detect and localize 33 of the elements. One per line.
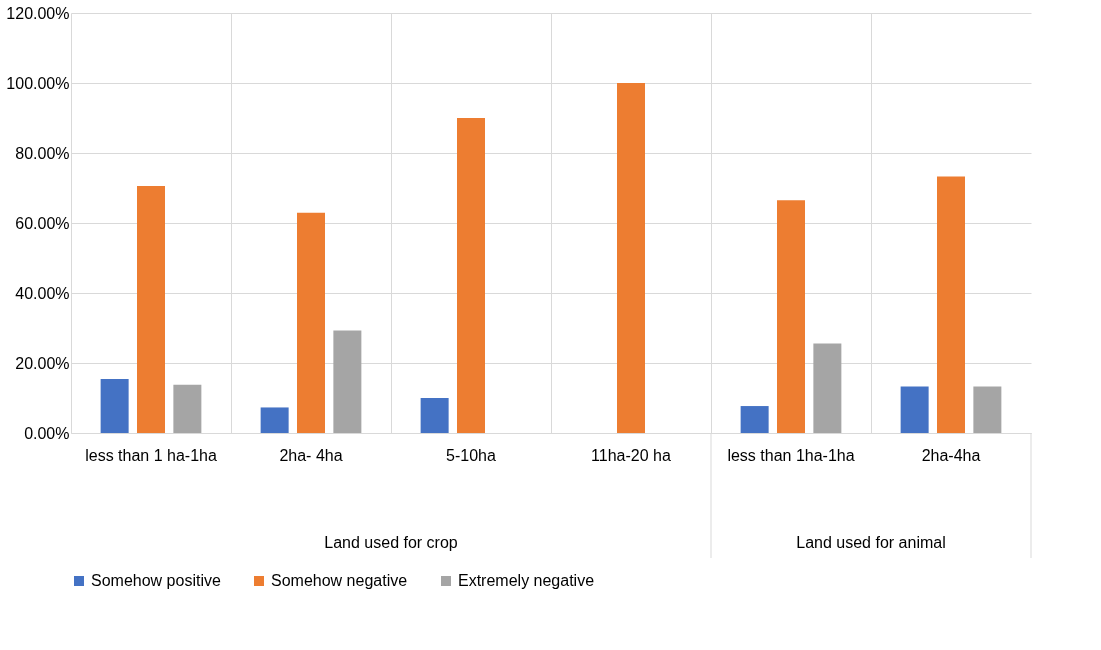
- bar: [100, 379, 129, 433]
- y-tick-label: 80.00%: [15, 144, 70, 162]
- bar: [137, 185, 165, 433]
- y-tick-label: 40.00%: [15, 284, 70, 302]
- x-tick-label: 2ha- 4ha: [279, 446, 343, 464]
- x-tick-label: less than 1 ha-1ha: [85, 446, 217, 464]
- bar: [173, 384, 202, 433]
- bar: [260, 407, 289, 433]
- x-tick-label: 11ha-20 ha: [591, 446, 671, 464]
- bar: [333, 330, 362, 433]
- y-tick-label: 0.00%: [24, 424, 70, 442]
- legend-label: Extremely negative: [458, 572, 595, 589]
- y-tick-label: 20.00%: [15, 354, 70, 372]
- y-tick-label: 120.00%: [6, 4, 70, 22]
- bar: [740, 406, 769, 433]
- x-tick-label: 2ha-4ha: [921, 446, 981, 464]
- y-tick-label: 60.00%: [15, 214, 70, 232]
- y-tick-label: 100.00%: [6, 74, 70, 92]
- text: Land used for crop: [324, 534, 458, 551]
- legend-label: Somehow negative: [271, 572, 408, 589]
- bar: [777, 200, 805, 433]
- bar: [297, 212, 325, 433]
- bar: [813, 343, 842, 433]
- legend-label: Somehow positive: [91, 572, 221, 589]
- bar: [900, 386, 929, 433]
- bar: [420, 398, 449, 433]
- bar: [973, 386, 1002, 433]
- bar: [617, 83, 645, 433]
- text: Land used for animal: [796, 534, 946, 551]
- x-tick-label: less than 1ha-1ha: [727, 446, 855, 464]
- bar: [457, 118, 485, 433]
- x-tick-label: 5-10ha: [446, 446, 497, 464]
- bar: [937, 176, 965, 433]
